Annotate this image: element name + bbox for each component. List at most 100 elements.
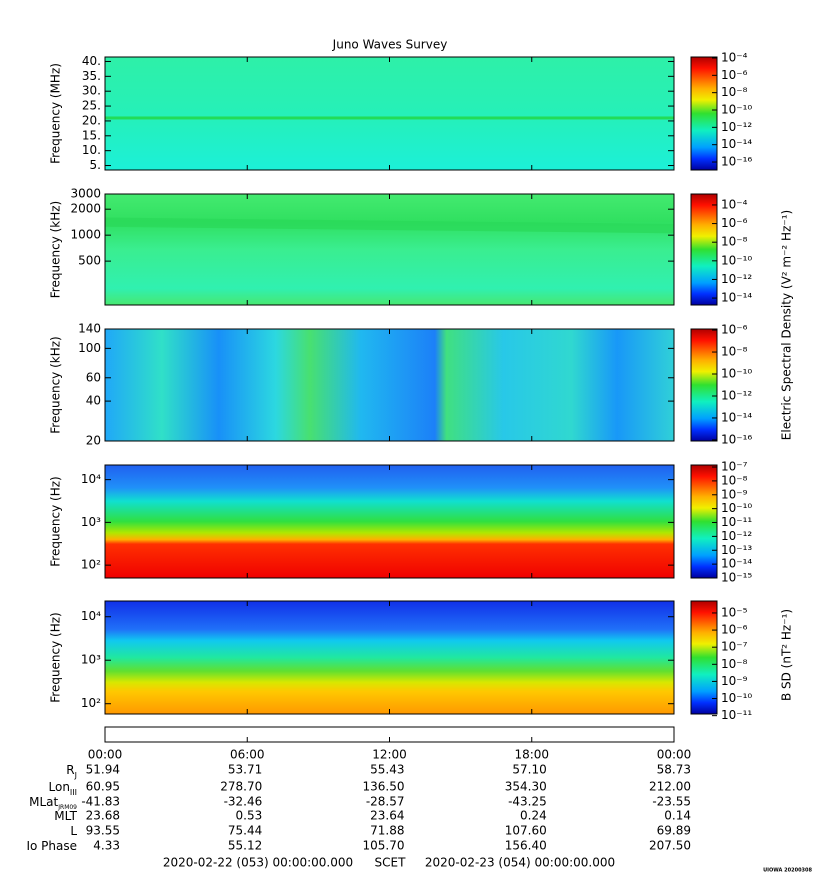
colorbar-tick-label: 10⁻⁴ xyxy=(721,50,748,64)
y-tick-label: 30. xyxy=(82,84,101,98)
colorbar-tick-label: 10⁻¹⁴ xyxy=(721,410,752,424)
x-tick-label: 00:00 xyxy=(88,748,123,762)
y-tick-label: 20. xyxy=(82,113,101,127)
ephemeris-value: 23.68 xyxy=(86,809,120,823)
ephemeris-value: 69.89 xyxy=(657,824,691,838)
y-axis-label: Frequency (Hz) xyxy=(49,476,63,567)
ephemeris-value: 0.24 xyxy=(520,809,547,823)
ephemeris-value: 136.50 xyxy=(363,780,405,794)
ephemeris-value: 93.55 xyxy=(86,824,120,838)
colorbar-tick-label: 10⁻⁷ xyxy=(721,460,748,474)
y-tick-label: 100 xyxy=(78,341,101,355)
colorbar-tick-label: 10⁻¹² xyxy=(721,120,752,134)
chart-title: Juno Waves Survey xyxy=(332,38,448,52)
y-tick-label: 60 xyxy=(86,370,101,384)
colorbar xyxy=(690,464,718,579)
y-axis-label: Frequency (kHz) xyxy=(49,336,63,433)
ephemeris-value: -32.46 xyxy=(224,795,263,809)
y-tick-label: 5. xyxy=(90,158,101,172)
x-tick-label: 18:00 xyxy=(514,748,549,762)
spectrogram xyxy=(105,57,674,170)
ephemeris-value: 58.73 xyxy=(657,763,691,777)
colorbar-tick-label: 10⁻⁷ xyxy=(721,640,748,654)
colorbar-tick-label: 10⁻⁴ xyxy=(721,197,748,211)
x-tick-label: 12:00 xyxy=(372,748,407,762)
colorbar-tick-label: 10⁻¹⁴ xyxy=(721,557,752,571)
ephemeris-value: 207.50 xyxy=(649,839,691,853)
y-tick-label: 1000 xyxy=(70,228,101,242)
ephemeris-value: -28.57 xyxy=(366,795,405,809)
ephemeris-name: L xyxy=(70,824,77,838)
emission-band xyxy=(105,116,674,120)
ephemeris-label: LonIII xyxy=(49,780,78,797)
ephemeris-value: 55.43 xyxy=(370,763,404,777)
ephemeris-value: -41.83 xyxy=(81,795,120,809)
ephemeris-label: L xyxy=(70,824,77,838)
ephemeris-name: Lon xyxy=(49,780,70,794)
x-tick-label: 00:00 xyxy=(657,748,692,762)
y-tick-label: 10² xyxy=(81,558,101,572)
ephemeris-name: MLat xyxy=(29,795,58,809)
colorbar-tick-label: 10⁻¹⁴ xyxy=(721,137,752,151)
colorbar-tick-label: 10⁻¹⁵ xyxy=(721,571,752,585)
colorbar-tick-label: 10⁻⁶ xyxy=(721,323,748,337)
ephemeris-value: 51.94 xyxy=(86,763,120,777)
colorbar-tick-label: 10⁻⁸ xyxy=(721,657,748,671)
colorbar-tick-label: 10⁻¹⁴ xyxy=(721,291,752,305)
y-tick-label: 20 xyxy=(86,434,101,448)
ephemeris-name: MLT xyxy=(54,809,77,823)
emission-band xyxy=(105,217,674,234)
end-time: 2020-02-23 (054) 00:00:00.000 xyxy=(425,856,615,870)
ephemeris-value: 105.70 xyxy=(363,839,405,853)
stamp: UIOWA 20200308 xyxy=(763,868,812,874)
colorbar-tick-label: 10⁻¹⁰ xyxy=(721,501,752,515)
colorbar-tick-label: 10⁻¹⁰ xyxy=(721,367,752,381)
colorbar-tick-label: 10⁻¹³ xyxy=(721,543,752,557)
ephemeris-value: 55.12 xyxy=(228,839,262,853)
ephemeris-sub: J xyxy=(74,771,77,780)
ephemeris-value: 354.30 xyxy=(505,780,547,794)
colorbar-tick-label: 10⁻⁸ xyxy=(721,345,748,359)
ephemeris-label: MLatJRM09 xyxy=(29,795,77,811)
ephemeris-value: 53.71 xyxy=(228,763,262,777)
y-tick-label: 10³ xyxy=(81,653,101,667)
colorbar xyxy=(690,56,718,171)
colorbar-tick-label: 10⁻¹¹ xyxy=(721,515,752,529)
colorbar-tick-label: 10⁻⁸ xyxy=(721,85,748,99)
colorbar-tick-label: 10⁻¹⁶ xyxy=(721,432,752,446)
ephemeris-value: 107.60 xyxy=(505,824,547,838)
colorbar-tick-label: 10⁻¹⁰ xyxy=(721,691,752,705)
ephemeris-name: R xyxy=(66,763,74,777)
ephemeris-label: MLT xyxy=(54,809,77,823)
colorbar xyxy=(690,193,718,306)
scet-label: SCET xyxy=(375,856,407,870)
colorbar-tick-label: 10⁻¹⁰ xyxy=(721,253,752,267)
ephemeris-sub: III xyxy=(70,788,77,797)
colorbar-tick-label: 10⁻⁶ xyxy=(721,68,748,82)
ephemeris-label: RJ xyxy=(66,763,77,780)
ephemeris-value: 60.95 xyxy=(86,780,120,794)
y-tick-label: 15. xyxy=(82,128,101,142)
spectrogram xyxy=(105,194,674,305)
colorbar-tick-label: 10⁻⁶ xyxy=(721,623,748,637)
spectrogram xyxy=(105,329,674,441)
y-tick-label: 2000 xyxy=(70,202,101,216)
ephemeris-label: Io Phase xyxy=(26,839,77,853)
ephemeris-value: 156.40 xyxy=(505,839,547,853)
colorbar-tick-label: 10⁻¹² xyxy=(721,529,752,543)
ephemeris-value: -43.25 xyxy=(508,795,547,809)
colorbar-tick-label: 10⁻⁶ xyxy=(721,216,748,230)
ephemeris-sub: JRM09 xyxy=(57,804,77,811)
y-tick-label: 140 xyxy=(78,322,101,336)
y-axis-label: Frequency (kHz) xyxy=(49,201,63,298)
colorbar-tick-label: 10⁻⁹ xyxy=(721,674,748,688)
colorbar-tick-label: 10⁻⁹ xyxy=(721,487,748,501)
spectrogram xyxy=(105,601,674,714)
colorbar-tick-label: 10⁻¹² xyxy=(721,272,752,286)
spectrogram xyxy=(105,465,674,578)
y-tick-label: 10. xyxy=(82,143,101,157)
y-tick-label: 500 xyxy=(78,254,101,268)
x-tick-label: 06:00 xyxy=(230,748,265,762)
y-tick-label: 10² xyxy=(81,696,101,710)
colorbar-label: B SD (nT² Hz⁻¹) xyxy=(780,609,794,701)
